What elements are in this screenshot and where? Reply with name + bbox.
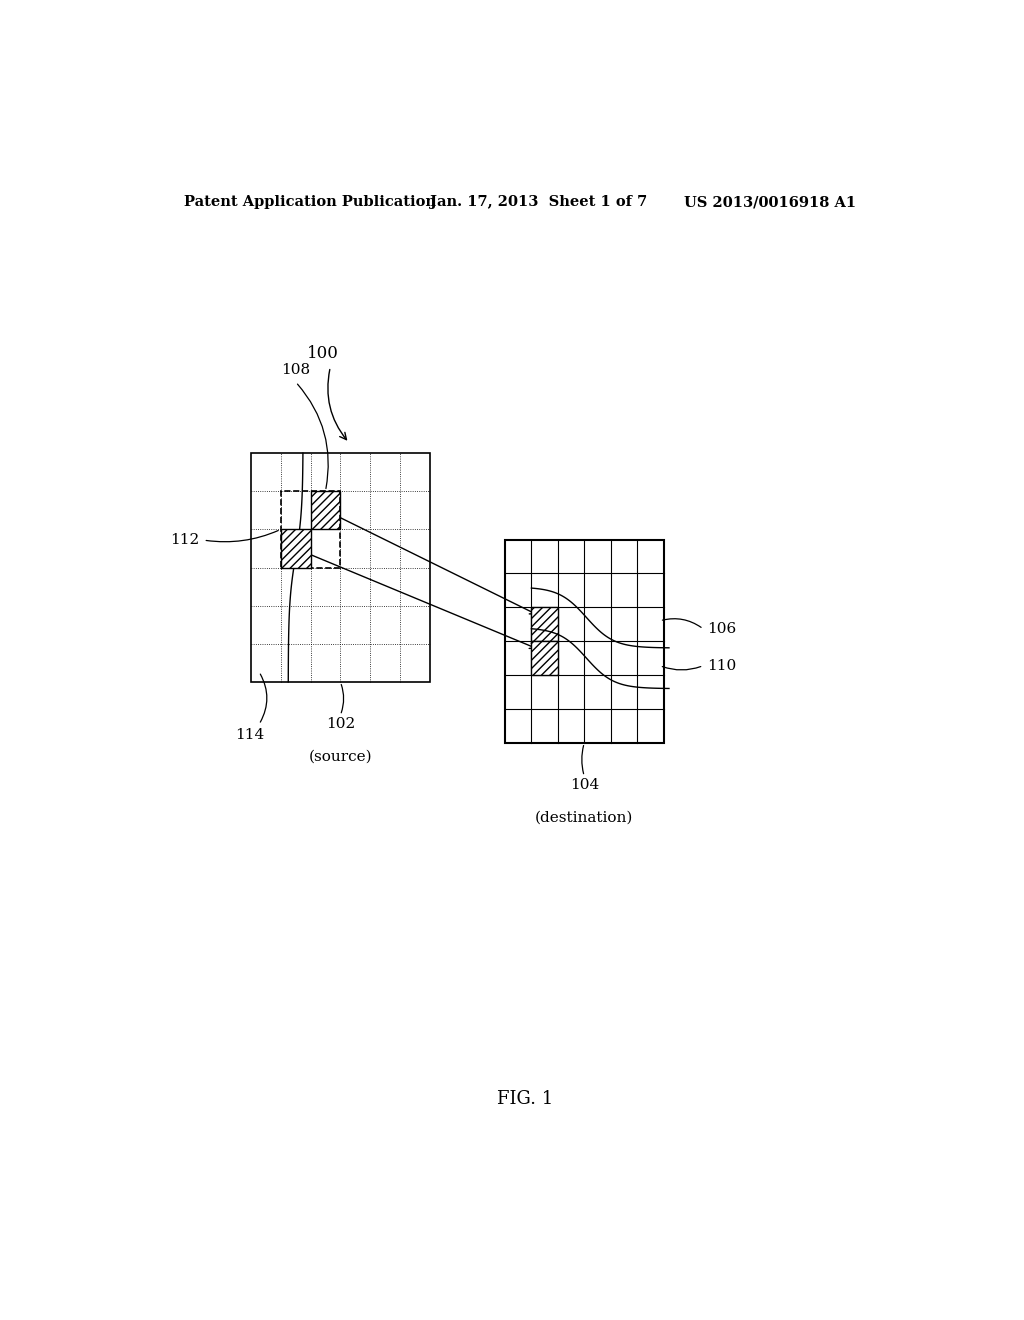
- Text: 100: 100: [306, 345, 338, 362]
- Bar: [531, 607, 558, 642]
- Text: Patent Application Publication: Patent Application Publication: [183, 195, 435, 209]
- Text: Jan. 17, 2013  Sheet 1 of 7: Jan. 17, 2013 Sheet 1 of 7: [430, 195, 647, 209]
- Text: FIG. 1: FIG. 1: [497, 1089, 553, 1107]
- Text: 114: 114: [236, 727, 264, 742]
- Text: 106: 106: [708, 622, 736, 636]
- Bar: [505, 540, 664, 743]
- Bar: [281, 491, 340, 568]
- Bar: [310, 491, 340, 529]
- Text: US 2013/0016918 A1: US 2013/0016918 A1: [684, 195, 856, 209]
- Bar: [251, 453, 430, 682]
- Text: (destination): (destination): [536, 810, 634, 825]
- Bar: [281, 529, 310, 568]
- Text: 112: 112: [170, 533, 200, 546]
- Bar: [531, 642, 558, 675]
- Text: 110: 110: [708, 659, 736, 673]
- Text: 104: 104: [569, 779, 599, 792]
- Text: 102: 102: [326, 718, 355, 731]
- Text: (source): (source): [308, 750, 372, 764]
- Text: 108: 108: [281, 363, 310, 378]
